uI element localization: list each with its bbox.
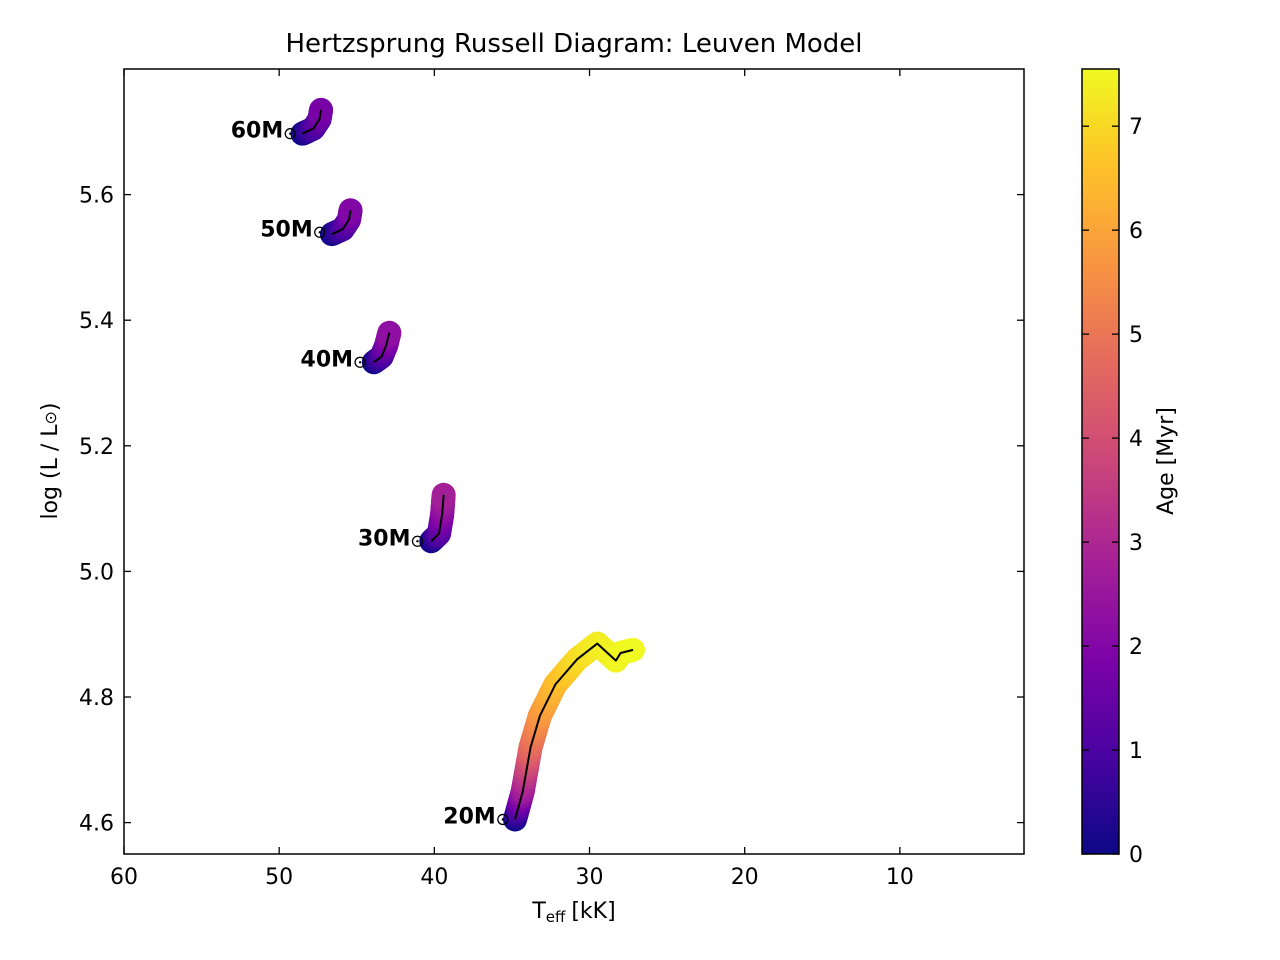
track-30m [419,482,456,554]
y-axis-label: log (L / L⊙) [38,402,63,519]
track-60m [290,97,334,146]
x-tick-label: 10 [886,865,914,890]
track-label-50m: 50M [260,217,326,242]
x-axis-label-main: T [531,899,546,924]
y-tick-label: 4.8 [79,686,114,711]
sun-symbol-dot [289,132,292,135]
colorbar-label: Age [Myr] [1154,407,1179,515]
y-axis-label-sun: ⊙ [41,411,60,424]
chart-title: Hertzsprung Russell Diagram: Leuven Mode… [285,29,862,59]
track-label-40m: 40M [301,347,366,372]
x-tick-label: 60 [110,865,138,890]
sun-symbol-icon [354,356,366,368]
colorbar-tick-label: 6 [1129,219,1143,244]
colorbar-tick-label: 4 [1129,427,1143,452]
y-tick-label: 5.6 [79,184,114,209]
y-tick-label: 4.6 [79,812,114,837]
sun-symbol-dot [358,361,362,364]
track-centerline [301,109,323,135]
track-label-30m: 30M [358,526,424,551]
x-axis-label: Teff [kK] [531,899,615,926]
track-20m [503,631,645,832]
sun-symbol-dot [318,231,321,234]
colorbar-tick-label: 7 [1129,115,1143,140]
y-axis-label-close: ) [38,402,63,411]
track-label-text: 30M [358,526,411,551]
track-centerline [514,642,634,820]
y-tick-label: 5.2 [79,435,114,460]
x-tick-label: 20 [731,865,759,890]
track-labels: 60M 50M 40M 30M 20M [231,119,509,829]
colorbar-tick-label: 2 [1129,635,1143,660]
plot-frame [123,68,1025,855]
sun-symbol-icon [284,128,296,140]
track-label-text: 20M [443,804,496,829]
sun-symbol-dot [501,818,505,821]
colorbar [1081,68,1120,855]
x-tick-label: 50 [265,865,293,890]
sun-symbol-dot [416,540,419,543]
colorbar-tick-label: 5 [1129,323,1143,348]
x-axis-label-unit: [kK] [571,899,615,924]
track-label-20m: 20M [443,804,509,829]
colorbar-tick-label: 1 [1129,739,1143,764]
track-label-60m: 60M [231,119,296,144]
y-tick-label: 5.4 [79,309,114,334]
sun-symbol-icon [411,535,424,547]
sun-symbol-icon [497,813,509,826]
track-label-text: 40M [301,347,354,372]
track-40m [361,320,402,375]
colorbar-tick-label: 0 [1129,843,1143,868]
track-centerline [430,494,445,543]
track-label-text: 50M [260,217,313,242]
y-axis-ticks: 4.6 4.8 5.0 5.2 5.4 5.6 [79,184,1024,837]
x-axis-label-sub: eff [546,908,566,926]
y-axis-label-main: log (L / L [38,424,63,520]
colorbar-tick-label: 3 [1129,531,1143,556]
sun-symbol-icon [314,226,326,238]
y-tick-label: 5.0 [79,560,114,585]
x-tick-label: 30 [576,865,604,890]
colorbar-ticks: 0 1 2 3 4 5 6 7 [1082,115,1143,868]
track-centerline [331,210,352,236]
track-50m [319,198,363,247]
track-centerline [373,332,391,364]
evolution-tracks [290,97,645,832]
track-label-text: 60M [231,119,284,144]
x-tick-label: 40 [420,865,448,890]
x-axis-ticks: 60 50 40 30 20 10 [110,69,914,890]
